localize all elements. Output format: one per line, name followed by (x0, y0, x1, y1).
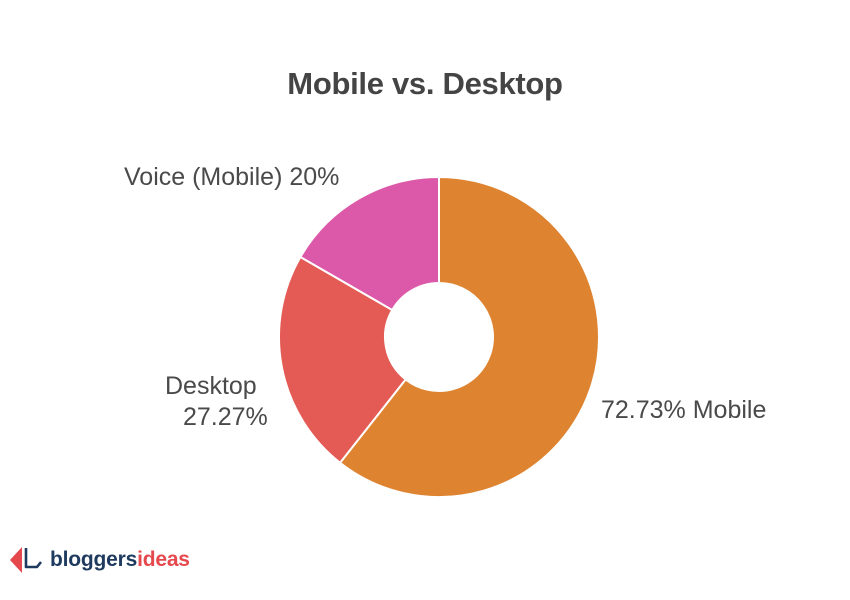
logo-text-bloggers: bloggers (50, 548, 138, 571)
donut-slices (278, 175, 600, 498)
label-voice: Voice (Mobile) 20% (124, 163, 340, 191)
label-desktop-name: Desktop (165, 372, 257, 400)
chart-title: Mobile vs. Desktop (287, 66, 563, 101)
label-mobile: 72.73% Mobile (601, 396, 767, 424)
bloggersideas-logo: bloggersideas (10, 545, 190, 575)
logo-text: bloggersideas (50, 548, 190, 572)
logo-text-ideas: ideas (137, 548, 190, 571)
logo-mark-icon (10, 547, 43, 573)
slice-voice-mobile (299, 175, 440, 312)
label-desktop-value: 27.27% (183, 403, 268, 431)
slice-mobile (338, 175, 600, 498)
slice-desktop (278, 255, 408, 465)
